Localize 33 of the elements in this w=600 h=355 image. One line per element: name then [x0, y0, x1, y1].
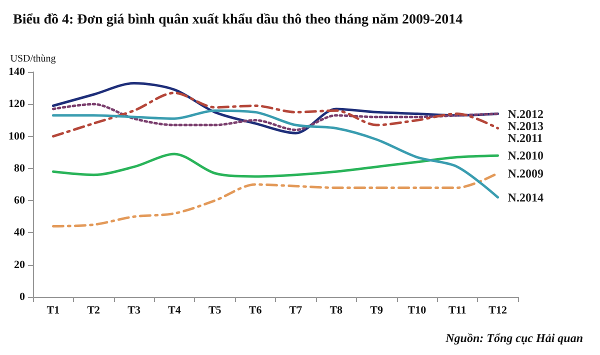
y-tick-label: 20 — [14, 258, 26, 271]
y-tick-label: 120 — [8, 98, 26, 110]
x-tick-label: T5 — [208, 304, 222, 316]
x-tick-label: T3 — [128, 304, 141, 316]
x-tick-label: T8 — [330, 304, 344, 316]
line-series — [52, 102, 500, 132]
chart-title: Biểu đồ 4: Đơn giá bình quân xuất khẩu dầu thô theo tháng năm 2009-2014 — [13, 12, 463, 28]
x-tick-label: T7 — [289, 304, 303, 316]
series-label: N.2012 — [508, 106, 544, 121]
x-tick-label: T10 — [408, 304, 427, 316]
y-tick-label: 80 — [14, 162, 26, 174]
x-tick-label: T12 — [488, 304, 508, 316]
y-axis-title: USD/thùng — [10, 54, 56, 64]
series-label: N.2013 — [508, 118, 544, 133]
x-tick-label: T4 — [168, 304, 182, 316]
text: Nguồn: Tổng cục Hải quan — [444, 331, 584, 345]
line-series — [52, 92, 500, 138]
series-label: N.2014 — [508, 190, 544, 204]
y-tick-label: 40 — [14, 226, 26, 239]
x-tick-label: T1 — [46, 304, 60, 316]
x-tick-label: T6 — [248, 304, 262, 316]
x-tick-label: T11 — [448, 304, 466, 316]
y-tick-label: 0 — [20, 291, 26, 303]
line-series — [52, 152, 500, 178]
x-tick-label: T9 — [370, 304, 384, 316]
line-series — [52, 109, 500, 199]
x-tick-label: T2 — [87, 304, 101, 316]
series-label: N.2009 — [508, 166, 544, 180]
series-label: N.2010 — [508, 148, 544, 163]
series-label: N.2011 — [508, 130, 543, 145]
y-tick-label: 140 — [8, 66, 26, 78]
y-tick-label: 100 — [8, 130, 26, 142]
y-tick-label: 60 — [14, 194, 26, 207]
